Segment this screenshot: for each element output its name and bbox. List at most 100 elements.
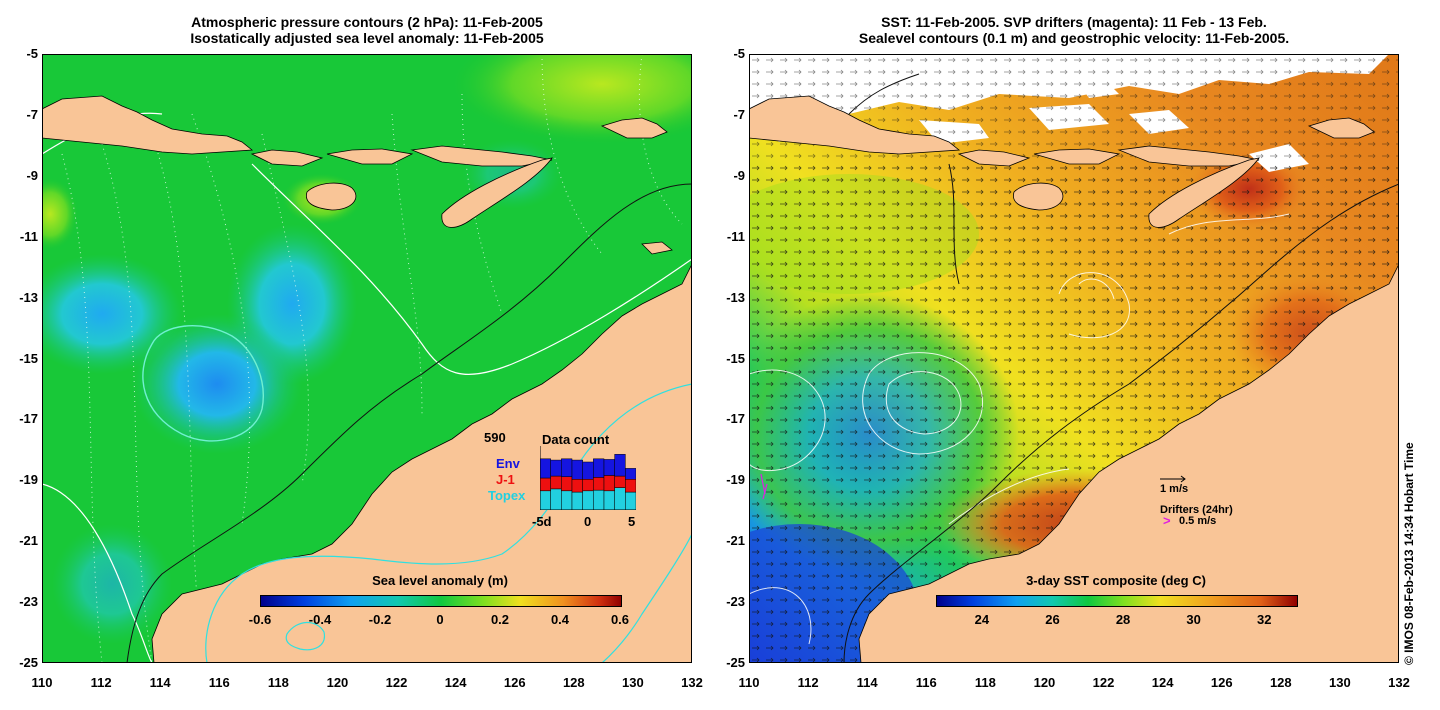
- latitude-tick-label: -19: [726, 472, 745, 488]
- longitude-tick-label: 124: [444, 675, 467, 690]
- right-title-line2: Sealevel contours (0.1 m) and geostrophi…: [858, 30, 1290, 46]
- colorbar-tick-label: 0.2: [490, 612, 510, 627]
- sea-level-contours-black: [843, 73, 1399, 663]
- data-count-bar-j1: [625, 479, 636, 493]
- data-count-xtick: 0: [584, 514, 592, 529]
- data-count-bar-env: [561, 458, 573, 477]
- colorbar-tick-label: -0.4: [308, 612, 332, 627]
- longitude-tick-label: 118: [974, 675, 996, 690]
- sla-negative-anomaly: [52, 524, 172, 644]
- sla-colorbar: [260, 595, 622, 607]
- latitude-tick-label: -5: [26, 46, 38, 61]
- data-count-bar-topex: [603, 490, 615, 510]
- colorbar-tick-label: 24: [974, 612, 990, 627]
- longitude-tick-label: 122: [1092, 675, 1115, 690]
- data-count-title: Data count: [542, 432, 610, 447]
- longitude-tick-label: 120: [1033, 675, 1056, 690]
- data-count-bar-topex: [550, 488, 562, 510]
- right-panel-title: SST: 11-Feb-2005. SVP drifters (magenta)…: [749, 14, 1399, 46]
- latitude-tick-label: -25: [726, 655, 745, 670]
- latitude-tick-label: -17: [726, 411, 745, 427]
- longitude-tick-label: 132: [681, 675, 703, 690]
- drifter-symbol: >: [1163, 513, 1171, 528]
- sla-colorbar-title: Sea level anomaly (m): [372, 573, 508, 588]
- longitude-tick-label: 122: [385, 675, 408, 690]
- latitude-tick-label: -9: [733, 167, 745, 183]
- latitude-tick-label: -13: [726, 289, 745, 305]
- drifter-track: [760, 473, 768, 500]
- sst-colorbar-title: 3-day SST composite (deg C): [1026, 573, 1206, 588]
- velocity-scale-label: 1 m/s: [1160, 483, 1189, 495]
- latitude-tick-label: -19: [19, 472, 38, 488]
- longitude-tick-label: 126: [1210, 675, 1233, 690]
- longitude-tick-label: 130: [1329, 675, 1351, 690]
- land: [749, 95, 1399, 663]
- velocity-scale-arrow: [1160, 475, 1186, 483]
- latitude-tick-label: -25: [19, 655, 38, 670]
- data-count-bar-topex: [540, 490, 551, 510]
- drifters-label: Drifters (24hr): [1160, 504, 1233, 516]
- isobar: [251, 163, 692, 375]
- longitude-tick-label: 110: [738, 675, 760, 690]
- data-count-bar-env: [540, 458, 551, 479]
- longitude-tick-label: 120: [326, 675, 349, 690]
- longitude-tick-label: 132: [1388, 675, 1410, 690]
- longitude-tick-label: 130: [622, 675, 644, 690]
- legend-topex: Topex: [488, 488, 526, 503]
- data-count-bar-topex: [625, 491, 636, 510]
- map-frame: [42, 54, 692, 663]
- latitude-tick-label: -7: [26, 106, 38, 122]
- longitude-tick-label: 116: [208, 675, 230, 690]
- data-count-bar-topex: [561, 490, 573, 510]
- longitude-tick-label: 112: [90, 675, 112, 690]
- data-count-inset: 590 Data count Env J-1 Topex -5d 0 5: [482, 430, 642, 530]
- data-count-chart: [540, 446, 636, 510]
- latitude-tick-label: -7: [733, 106, 745, 122]
- data-count-bar-env: [582, 461, 594, 480]
- longitude-tick-label: 124: [1151, 675, 1174, 690]
- right-title-line1: SST: 11-Feb-2005. SVP drifters (magenta)…: [881, 14, 1267, 30]
- data-count-bar-env: [614, 454, 626, 477]
- data-count-xtick: 5: [628, 514, 636, 529]
- latitude-tick-label: -13: [19, 289, 38, 305]
- data-count-bar-topex: [571, 491, 583, 510]
- sla-positive-anomaly: [42, 178, 78, 250]
- colorbar-tick-label: 32: [1257, 612, 1272, 627]
- data-count-bar-topex: [593, 489, 605, 510]
- latitude-tick-label: -5: [733, 46, 745, 61]
- data-count-total: 590: [484, 430, 506, 445]
- latitude-tick-label: -21: [726, 533, 745, 549]
- sea-level-contours: [749, 213, 1290, 645]
- longitude-tick-label: 110: [31, 675, 53, 690]
- data-count-bar-j1: [614, 475, 626, 488]
- latitude-tick-label: -11: [19, 228, 38, 244]
- data-count-bar-env: [593, 458, 605, 478]
- latitude-tick-label: -11: [726, 228, 745, 244]
- data-count-bar-env: [625, 468, 636, 480]
- longitude-tick-label: 126: [503, 675, 526, 690]
- data-count-xtick: -5d: [532, 514, 552, 529]
- shelf-contour: [601, 533, 692, 663]
- colorbar-tick-label: 0.4: [550, 612, 570, 627]
- left-title-line1: Atmospheric pressure contours (2 hPa): 1…: [191, 14, 543, 30]
- map-frame: [749, 54, 1399, 663]
- left-title-line2: Isostatically adjusted sea level anomaly…: [190, 30, 544, 46]
- drifter-speed-label: 0.5 m/s: [1179, 515, 1217, 527]
- colorbar-tick-label: -0.6: [248, 612, 272, 627]
- sla-negative-anomaly: [132, 314, 302, 454]
- sst-colorbar: [936, 595, 1298, 607]
- data-count-bar-j1: [540, 477, 551, 492]
- longitude-tick-label: 116: [915, 675, 937, 690]
- latitude-tick-label: -23: [726, 594, 745, 610]
- data-count-bar-env: [550, 459, 562, 477]
- data-count-bar-j1: [550, 475, 562, 490]
- bathymetry-contour: [126, 183, 692, 663]
- colorbar-tick-label: 28: [1115, 612, 1131, 627]
- data-count-bar-j1: [582, 479, 594, 492]
- latitude-tick-label: -15: [726, 350, 745, 366]
- sla-contour: [142, 325, 264, 442]
- longitude-tick-label: 112: [797, 675, 819, 690]
- latitude-tick-label: -17: [19, 411, 38, 427]
- pressure-contours: [61, 54, 683, 663]
- colorbar-tick-label: 0.6: [610, 612, 630, 627]
